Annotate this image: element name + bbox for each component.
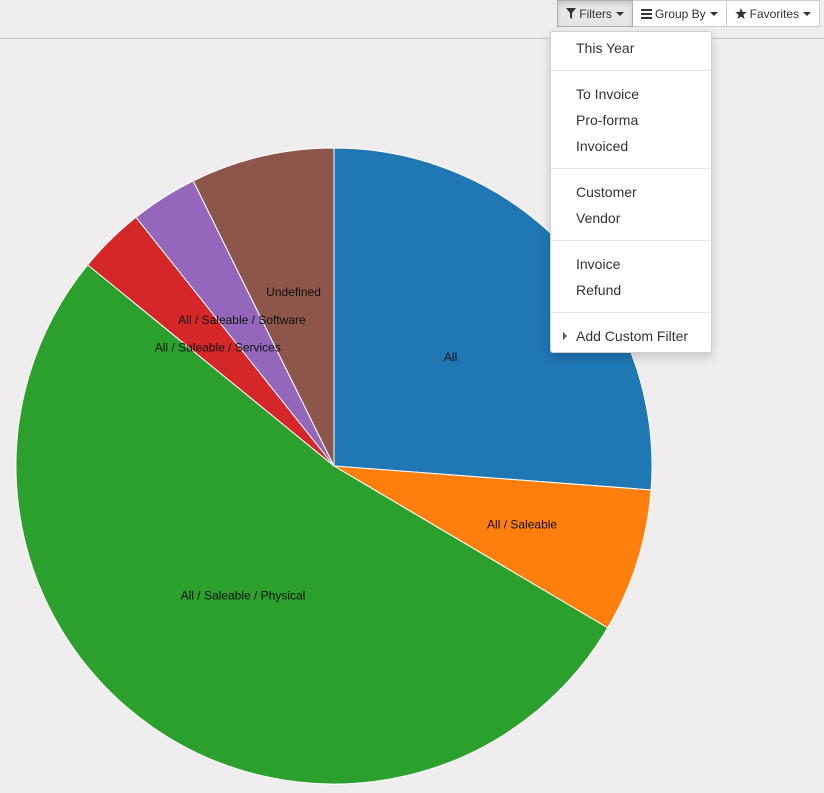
chevron-down-icon (615, 11, 624, 16)
star-icon (734, 8, 747, 19)
filters-dropdown-menu: This Year To Invoice Pro-forma Invoiced Cust… (550, 31, 712, 353)
filters-label: Filters (579, 6, 612, 21)
pie-slice-2[interactable] (15, 264, 609, 785)
favorites-label: Favorites (749, 6, 799, 21)
pie-slice-label: Undefined (266, 285, 321, 299)
filter-option-to-invoice[interactable]: To Invoice (576, 86, 640, 102)
bars-icon (640, 8, 652, 19)
pie-slice-label: All / Saleable / Services (155, 341, 281, 355)
pie-slice-label: All / Saleable (487, 517, 557, 531)
search-view-bar: Filters Group By Favorites (0, 0, 824, 39)
group-by-label: Group By (654, 6, 706, 21)
search-options-group: Filters Group By Favorites (557, 0, 820, 27)
menu-divider (551, 70, 711, 71)
filter-option-this-year[interactable]: This Year (576, 40, 635, 56)
group-by-button[interactable]: Group By (632, 0, 727, 27)
chevron-down-icon (803, 11, 811, 16)
add-custom-filter-label: Add Custom Filter (576, 328, 689, 344)
filter-option-vendor[interactable]: Vendor (576, 210, 621, 226)
filter-option-invoiced[interactable]: Invoiced (576, 138, 629, 154)
filter-option-refund[interactable]: Refund (576, 282, 622, 298)
favorites-button[interactable]: Favorites (726, 0, 820, 27)
filter-option-pro-forma[interactable]: Pro-forma (576, 112, 639, 128)
pie-slice-label: All / Saleable / Software (178, 313, 306, 327)
menu-divider (551, 312, 711, 313)
add-custom-filter-item[interactable]: Add Custom Filter (551, 323, 711, 349)
filters-button[interactable]: Filters (557, 0, 633, 27)
menu-divider (551, 168, 711, 169)
caret-right-icon (563, 332, 567, 340)
pie-slice-5[interactable] (192, 147, 335, 467)
pie-slice-1[interactable] (333, 465, 652, 629)
menu-divider (551, 240, 711, 241)
chevron-down-icon (709, 11, 718, 16)
filter-option-invoice[interactable]: Invoice (576, 256, 621, 272)
pie-slice-label: All (444, 350, 457, 364)
pie-slice-label: All / Saleable / Physical (181, 589, 306, 603)
filter-icon (566, 8, 577, 19)
filter-option-customer[interactable]: Customer (576, 184, 637, 200)
